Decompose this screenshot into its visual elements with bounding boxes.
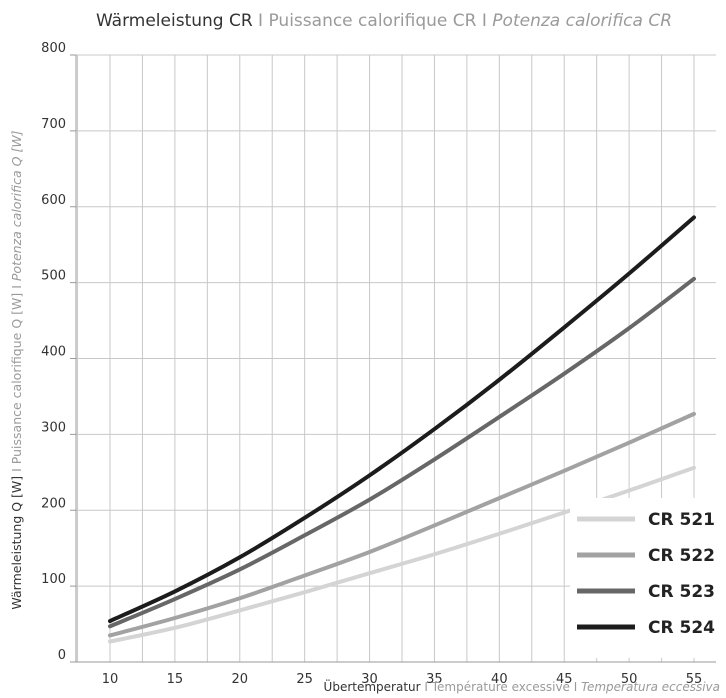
chart-title-de: Wärmeleistung CR	[96, 11, 253, 31]
y-label-sep2: I	[9, 281, 24, 293]
x-axis-label: Übertemperatur I Température excessive I…	[324, 678, 720, 694]
y-axis-label: Wärmeleistung Q [W] I Puissance calorifi…	[9, 130, 24, 609]
y-tick-label: 500	[41, 269, 66, 284]
x-tick-label: 40	[491, 672, 508, 687]
y-tick-label: 100	[41, 572, 66, 587]
series-line-3	[108, 276, 696, 629]
y-tick-label: 400	[41, 345, 66, 360]
chart-title: Wärmeleistung CR I Puissance calorifique…	[96, 11, 672, 31]
x-label-sep1: I	[421, 680, 432, 694]
chart-title-fr: Puissance calorifique CR	[268, 11, 476, 31]
y-tick-label: 200	[41, 496, 66, 511]
chart-title-it: Potenza calorifica CR	[492, 11, 672, 31]
legend: CR 521 CR 522 CR 523 CR 524	[570, 498, 720, 658]
y-label-de: Wärmeleistung Q [W]	[9, 476, 24, 610]
series-line-4	[108, 215, 696, 624]
y-label-it: Potenza calorifica Q [W]	[9, 130, 24, 281]
x-tick-label: 10	[102, 672, 119, 687]
x-tick-label: 30	[361, 672, 378, 687]
y-label-sep1: I	[9, 464, 24, 476]
x-tick-label: 50	[621, 672, 638, 687]
legend-background	[570, 498, 720, 658]
y-tick-label: 700	[41, 117, 66, 132]
legend-label: CR 523	[648, 582, 715, 602]
y-tick-label: 0	[58, 648, 66, 663]
legend-label: CR 522	[648, 546, 715, 566]
series-line-2	[108, 411, 696, 638]
x-tick-label: 35	[426, 672, 443, 687]
x-tick-label: 55	[686, 672, 703, 687]
y-tick-label: 800	[41, 41, 66, 56]
tick-labels: 0 100 200 300 400 500 600 700 800 10 15 20 25 30 35 40 4…	[41, 41, 702, 687]
x-label-sep2: I	[570, 680, 581, 694]
x-label-it: Temperatura eccessiva	[581, 680, 720, 694]
chart-title-sep2: I	[476, 11, 492, 31]
legend-label: CR 521	[648, 510, 715, 530]
x-tick-label: 45	[556, 672, 573, 687]
x-label-de: Übertemperatur	[324, 678, 421, 694]
y-tick-label: 600	[41, 193, 66, 208]
legend-label: CR 524	[648, 618, 715, 638]
x-tick-label: 20	[232, 672, 249, 687]
x-label-fr: Température excessive	[431, 680, 570, 694]
x-tick-label: 15	[167, 672, 184, 687]
axes	[70, 54, 716, 663]
chart-title-sep1: I	[253, 11, 269, 31]
y-label-fr: Puissance calorifique Q [W]	[9, 293, 24, 464]
x-tick-label: 25	[296, 672, 313, 687]
y-tick-label: 300	[41, 420, 66, 435]
